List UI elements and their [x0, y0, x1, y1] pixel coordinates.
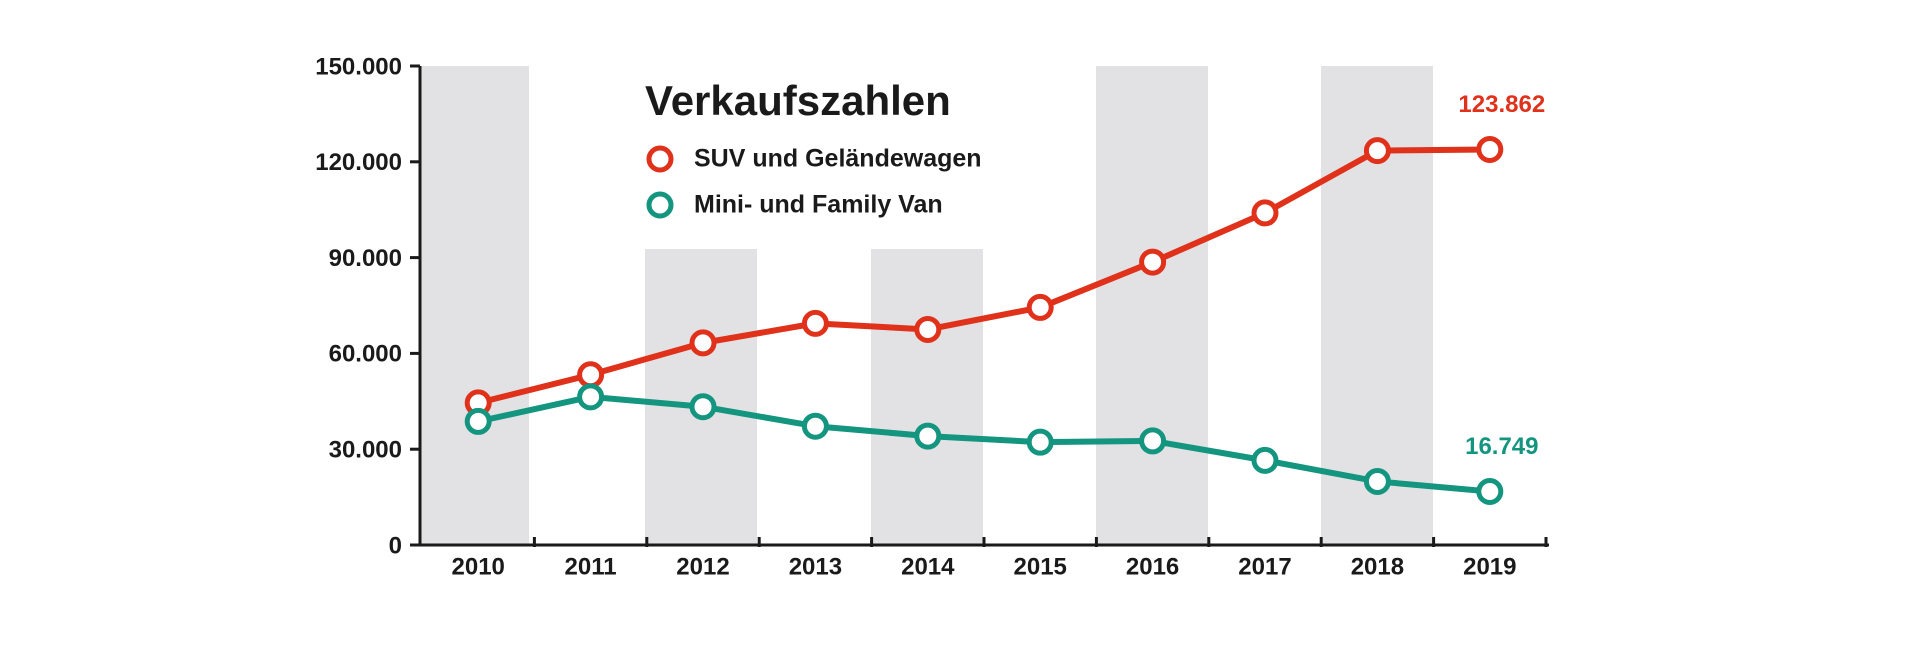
point-marker: [914, 422, 942, 450]
point-marker: [914, 315, 942, 343]
point-marker: [689, 393, 717, 421]
point-marker: [577, 361, 605, 389]
x-tick-label: 2016: [1126, 553, 1179, 580]
point-marker: [1139, 248, 1167, 276]
x-tick-label: 2014: [901, 553, 955, 580]
value-label: 16.749: [1465, 433, 1538, 460]
x-tick-label: 2012: [676, 553, 729, 580]
x-tick-label: 2010: [452, 553, 505, 580]
legend-label: SUV und Geländewagen: [694, 145, 982, 173]
y-tick-label: 90.000: [329, 245, 402, 272]
band: [420, 66, 529, 545]
series-line: [477, 393, 1491, 495]
x-tick-label: 2019: [1463, 553, 1516, 580]
band: [871, 249, 983, 545]
background-bands: [420, 66, 1433, 545]
point-marker: [577, 383, 605, 411]
y-tick-label: 150.000: [315, 53, 402, 80]
y-tick-label: 0: [389, 532, 402, 559]
y-tick-label: 60.000: [329, 341, 402, 368]
point-marker: [1026, 428, 1054, 456]
legend-marker: [646, 145, 674, 173]
legend-marker: [646, 191, 674, 219]
point-marker: [1363, 467, 1391, 495]
point-marker: [464, 407, 492, 435]
point-marker: [801, 412, 829, 440]
y-tick-label: 30.000: [329, 437, 402, 464]
x-tick-label: 2017: [1238, 553, 1291, 580]
band: [1096, 66, 1208, 545]
chart-title: Verkaufszahlen: [645, 77, 951, 124]
x-tick-label: 2015: [1014, 553, 1067, 580]
point-marker: [1251, 199, 1279, 227]
point-marker: [801, 309, 829, 337]
x-tick-label: 2013: [789, 553, 842, 580]
x-tick-label: 2011: [565, 553, 617, 580]
point-marker: [1476, 478, 1504, 506]
x-tick-label: 2018: [1351, 553, 1404, 580]
point-marker: [1363, 137, 1391, 165]
value-label: 123.862: [1458, 91, 1545, 118]
point-marker: [1251, 446, 1279, 474]
point-marker: [1026, 293, 1054, 321]
point-marker: [689, 329, 717, 357]
point-marker: [1139, 427, 1167, 455]
point-marker: [1476, 135, 1504, 163]
legend-label: Mini- und Family Van: [694, 191, 943, 219]
series-line: [477, 146, 1490, 406]
y-tick-label: 120.000: [315, 149, 402, 176]
